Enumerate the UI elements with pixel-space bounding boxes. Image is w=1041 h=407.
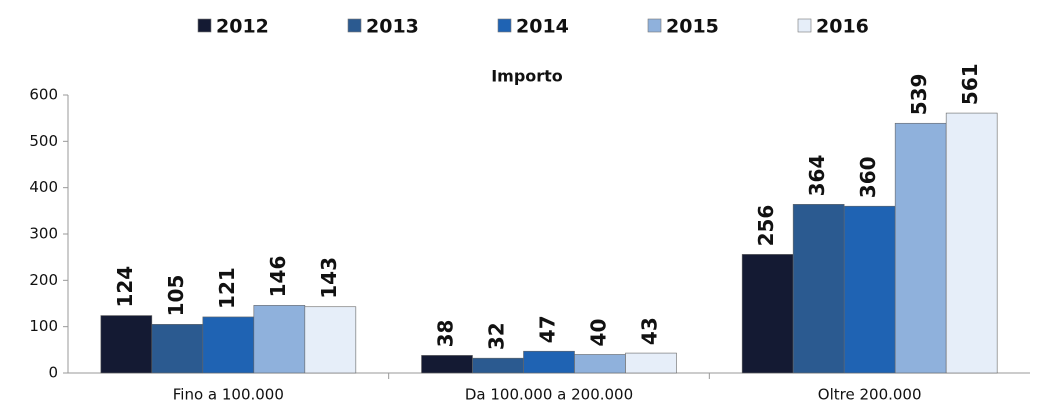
data-label: 40 xyxy=(587,319,611,347)
legend-label: 2014 xyxy=(516,16,569,38)
bar xyxy=(100,315,153,374)
data-label: 47 xyxy=(536,315,560,343)
data-label: 124 xyxy=(113,266,137,308)
y-tick-label: 500 xyxy=(29,132,58,150)
data-label: 364 xyxy=(805,155,829,197)
legend-label: 2016 xyxy=(816,16,869,38)
legend-label: 2015 xyxy=(666,16,719,38)
y-tick-label: 100 xyxy=(29,317,58,335)
legend-swatch xyxy=(647,18,662,33)
data-label: 121 xyxy=(215,267,239,309)
bar xyxy=(421,355,473,374)
legend-label: 2012 xyxy=(216,16,269,38)
data-label: 32 xyxy=(485,322,509,350)
bar xyxy=(792,204,845,374)
y-tick-label: 300 xyxy=(29,225,58,243)
y-tick-label: 400 xyxy=(29,178,58,196)
data-label: 561 xyxy=(958,63,982,105)
bar xyxy=(523,350,575,374)
bar xyxy=(253,305,306,374)
data-label: 146 xyxy=(266,256,290,298)
legend-swatch xyxy=(797,18,812,33)
data-label: 143 xyxy=(317,257,341,299)
data-label: 43 xyxy=(638,317,662,345)
legend-swatch xyxy=(497,18,512,33)
x-tick-label: Da 100.000 a 200.000 xyxy=(465,386,633,404)
legend-swatch xyxy=(197,18,212,33)
data-label: 539 xyxy=(907,74,931,116)
bar xyxy=(472,357,524,374)
bar xyxy=(151,324,204,374)
bar xyxy=(202,316,255,374)
x-tick-label: Fino a 100.000 xyxy=(173,386,284,404)
bar xyxy=(574,354,626,374)
bar xyxy=(304,306,357,374)
data-label: 105 xyxy=(164,275,188,317)
bar xyxy=(894,122,947,374)
bar xyxy=(625,352,677,374)
y-tick-label: 200 xyxy=(29,271,58,289)
data-label: 256 xyxy=(754,205,778,247)
bar xyxy=(741,254,794,374)
bar xyxy=(945,112,998,374)
y-tick-label: 0 xyxy=(48,364,58,382)
y-tick-label: 600 xyxy=(29,86,58,104)
legend-label: 2013 xyxy=(366,16,419,38)
data-label: 360 xyxy=(856,156,880,198)
chart-title: Importo xyxy=(491,67,563,86)
data-label: 38 xyxy=(434,320,458,348)
bar xyxy=(843,205,896,374)
x-tick-label: Oltre 200.000 xyxy=(818,386,922,404)
legend-swatch xyxy=(347,18,362,33)
